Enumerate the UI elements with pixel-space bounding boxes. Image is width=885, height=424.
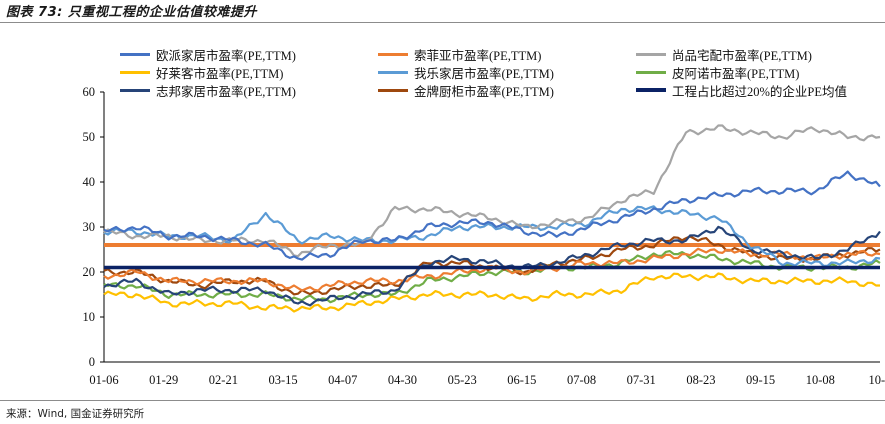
legend-item-wole: 我乐家居市盈率(PE,TTM): [378, 65, 554, 81]
legend-swatch-shangpin: [636, 52, 666, 56]
source-note: 来源：Wind, 国金证券研究所: [6, 408, 145, 420]
y-tick-label: 20: [83, 265, 96, 279]
legend-swatch-haolaike: [120, 70, 150, 74]
legend-swatch-oppein: [120, 52, 150, 56]
x-tick-label: 01-06: [89, 373, 118, 387]
x-tick-label: 05-23: [448, 373, 477, 387]
legend-swatch-benchmark: [636, 88, 666, 92]
x-tick-label: 07-08: [567, 373, 596, 387]
legend-label: 金牌厨柜市盈率(PE,TTM): [414, 84, 554, 99]
y-tick-label: 50: [83, 130, 96, 144]
legend-label: 志邦家居市盈率(PE,TTM): [156, 84, 296, 99]
legend-item-benchmark: 工程占比超过20%的企业PE均值: [636, 83, 848, 99]
x-tick-label: 10-08: [806, 373, 835, 387]
legend-label: 欧派家居市盈率(PE,TTM): [156, 48, 296, 63]
legend-item-zbom: 志邦家居市盈率(PE,TTM): [120, 83, 296, 99]
x-tick-label: 08-23: [686, 373, 715, 387]
chart-title: 图表 73: 只重视工程的企业估值较难提升: [6, 5, 257, 20]
series-line-haolaike: [103, 272, 880, 313]
legend-swatch-wole: [378, 70, 408, 74]
legend-swatch-zbom: [120, 88, 150, 92]
legend-swatch-goldenpanel: [378, 88, 408, 92]
legend-label: 索菲亚市盈率(PE,TTM): [414, 48, 542, 63]
legend-item-oppein: 欧派家居市盈率(PE,TTM): [120, 47, 296, 63]
legend-item-haolaike: 好莱客市盈率(PE,TTM): [120, 65, 284, 81]
title-divider: [0, 22, 885, 23]
legend-label: 皮阿诺市盈率(PE,TTM): [672, 66, 800, 81]
x-tick-label: 04-07: [328, 373, 357, 387]
y-tick-label: 10: [83, 310, 96, 324]
y-tick-label: 0: [89, 355, 95, 369]
y-tick-label: 60: [83, 85, 96, 99]
x-tick-label: 03-15: [268, 373, 297, 387]
legend-label: 工程占比超过20%的企业PE均值: [672, 84, 848, 99]
legend-label: 好莱客市盈率(PE,TTM): [156, 66, 284, 81]
legend-label: 尚品宅配市盈率(PE,TTM): [672, 48, 812, 63]
y-tick-label: 40: [83, 175, 96, 189]
legend-item-sofia: 索菲亚市盈率(PE,TTM): [378, 47, 542, 63]
x-tick-label: 09-15: [746, 373, 775, 387]
y-tick-label: 30: [83, 220, 96, 234]
legend-swatch-sofia: [378, 52, 408, 56]
legend-label: 我乐家居市盈率(PE,TTM): [414, 66, 554, 81]
legend-item-goldenpanel: 金牌厨柜市盈率(PE,TTM): [378, 83, 554, 99]
footer-divider: [0, 400, 885, 401]
series-line-piano: [103, 250, 881, 304]
x-tick-label: 04-30: [388, 373, 417, 387]
legend-swatch-piano: [636, 70, 666, 74]
series-line-shangpin: [103, 124, 881, 258]
x-tick-label: 02-21: [209, 373, 238, 387]
legend-item-shangpin: 尚品宅配市盈率(PE,TTM): [636, 47, 812, 63]
x-tick-label: 01-29: [149, 373, 178, 387]
x-tick-label: 06-15: [507, 373, 536, 387]
series-line-oppein: [103, 170, 881, 261]
x-tick-label: 07-31: [627, 373, 656, 387]
x-tick-label: 10-3: [869, 373, 885, 387]
legend-item-piano: 皮阿诺市盈率(PE,TTM): [636, 65, 800, 81]
